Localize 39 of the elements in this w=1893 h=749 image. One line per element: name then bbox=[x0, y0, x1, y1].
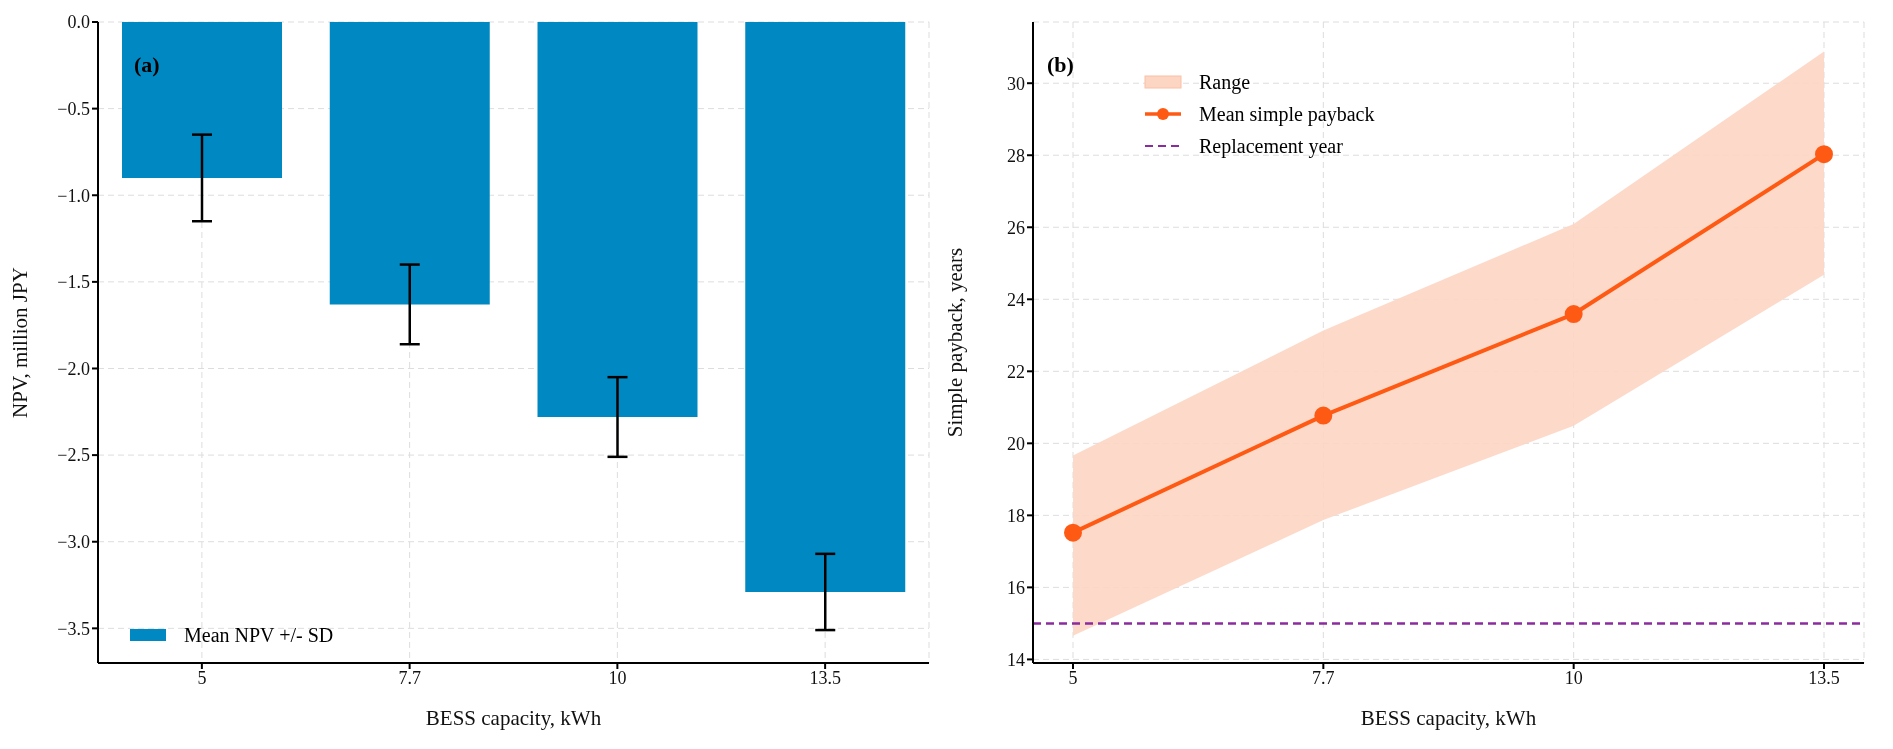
legend-label: Mean NPV +/- SD bbox=[184, 623, 334, 647]
x-tick-label: 5 bbox=[1068, 667, 1078, 688]
y-tick-label: −3.5 bbox=[57, 618, 90, 639]
y-tick-label: 26 bbox=[1007, 217, 1025, 238]
y-axis-title: NPV, million JPY bbox=[8, 267, 33, 418]
y-tick-label: 30 bbox=[1007, 73, 1025, 94]
y-tick-label: 20 bbox=[1007, 433, 1025, 454]
point bbox=[1314, 406, 1333, 425]
annotation: (b) bbox=[1047, 52, 1074, 78]
y-tick-label: 16 bbox=[1007, 577, 1025, 598]
x-tick-label: 13.5 bbox=[809, 667, 841, 688]
y-tick-label: 18 bbox=[1007, 505, 1025, 526]
y-tick-label: 0.0 bbox=[67, 12, 90, 33]
x-axis-title: BESS capacity, kWh bbox=[1360, 706, 1537, 730]
y-tick-label: 14 bbox=[1007, 649, 1025, 670]
y-tick-label: −3.0 bbox=[57, 532, 90, 553]
point bbox=[1815, 145, 1833, 164]
y-tick-label: −1.5 bbox=[57, 272, 90, 293]
y-tick-label: −2.0 bbox=[57, 358, 90, 379]
legend-label: Replacement year bbox=[1199, 134, 1343, 158]
y-tick-label: 28 bbox=[1007, 145, 1025, 166]
legend-label: Mean simple payback bbox=[1199, 102, 1375, 126]
point bbox=[1064, 523, 1082, 542]
y-tick-label: −2.5 bbox=[57, 445, 90, 466]
y-tick-label: 24 bbox=[1007, 289, 1025, 310]
x-tick-label: 5 bbox=[197, 667, 207, 688]
x-axis-title: BESS capacity, kWh bbox=[425, 706, 602, 730]
x-tick-label: 13.5 bbox=[1808, 667, 1840, 688]
y-tick-label: −1.0 bbox=[57, 185, 90, 206]
y-tick-label: 22 bbox=[1007, 361, 1025, 382]
x-tick-label: 10 bbox=[608, 667, 627, 688]
x-tick-label: 7.7 bbox=[1312, 667, 1335, 688]
x-tick-label: 7.7 bbox=[398, 667, 421, 688]
x-tick-label: 10 bbox=[1564, 667, 1583, 688]
y-axis-title: Simple payback, years bbox=[943, 247, 968, 438]
legend-label: Range bbox=[1199, 70, 1251, 94]
y-tick-label: −0.5 bbox=[57, 99, 90, 120]
point bbox=[1564, 305, 1583, 324]
annotation: (a) bbox=[134, 52, 160, 78]
